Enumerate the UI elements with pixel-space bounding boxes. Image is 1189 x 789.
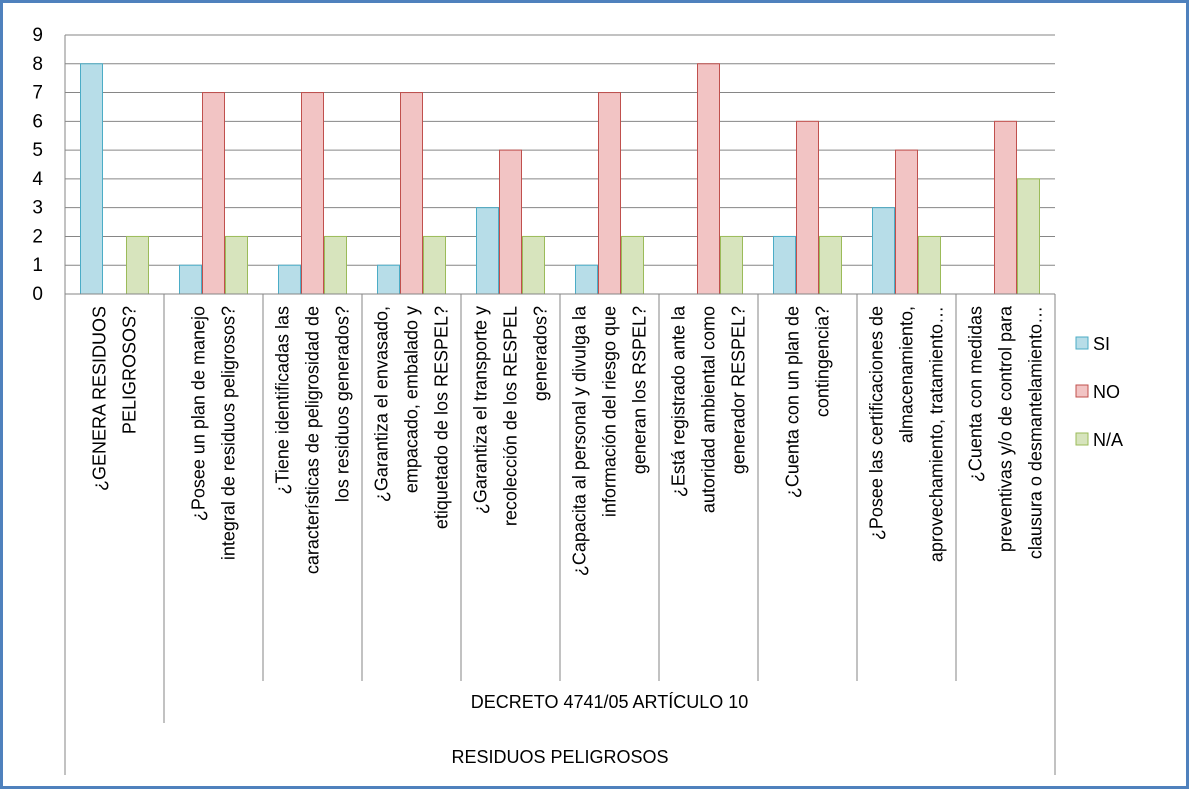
y-tick-label: 8 [32, 54, 43, 75]
category-label-line: autoridad ambiental como [699, 306, 719, 513]
category-label-line: ¿Posee un plan de manejo [189, 306, 209, 521]
x-category-label: ¿Garantiza el envasado, empacado, embalad… [372, 306, 452, 529]
group-label-decreto: DECRETO 4741/05 ARTÍCULO 10 [471, 692, 748, 712]
legend-label-no: NO [1093, 382, 1120, 402]
category-label-line: almacenamiento, [897, 306, 917, 443]
bar-na-3 [423, 235, 446, 295]
bar-si-1 [179, 264, 202, 295]
bar-si-5 [575, 264, 598, 295]
category-label-line: ¿Posee las certificaciones de [867, 306, 887, 540]
y-tick-label: 1 [32, 255, 43, 276]
bar-no-8 [895, 149, 918, 295]
y-tick-label: 2 [32, 226, 43, 247]
bar-na-1 [225, 235, 248, 295]
y-tick-label: 5 [32, 140, 43, 161]
x-category-label: ¿Garantiza el transporte y recolección de… [471, 306, 551, 526]
category-label-line: clausura o desmantelamiento… [1026, 306, 1046, 559]
x-category-label: ¿GENERA RESIDUOS PELIGROSOS? [90, 306, 140, 491]
bar-no-4 [499, 149, 522, 295]
category-label-line: ¿GENERA RESIDUOS [90, 306, 110, 491]
bar-na-9 [1017, 178, 1040, 295]
bar-na-4 [522, 235, 545, 295]
category-label-line: PELIGROSOS? [120, 306, 140, 434]
category-label-line: ¿Garantiza el envasado, [372, 306, 392, 502]
category-label-line: ¿Cuenta con medidas [966, 306, 986, 482]
bar-no-5 [598, 92, 621, 295]
bar-no-3 [400, 92, 423, 295]
y-tick-label: 6 [32, 111, 43, 132]
bar-na-5 [621, 235, 644, 295]
bar-si-2 [278, 264, 301, 295]
y-tick-label: 0 [32, 284, 43, 305]
x-category-label: ¿Cuenta con medidas preventivas y/o de co… [966, 305, 1046, 559]
category-label-line: recolección de los RESPEL [501, 306, 521, 526]
bar-na-6 [720, 235, 743, 295]
category-label-line: características de peligrosidad de [303, 306, 323, 574]
bar-no-6 [697, 63, 720, 295]
category-label-line: contingencia? [813, 306, 833, 417]
bar-no-9 [994, 120, 1017, 295]
legend-swatch-na [1075, 432, 1089, 446]
bar-si-7 [773, 235, 796, 295]
bar-si-0 [80, 63, 103, 295]
bar-na-8 [918, 235, 941, 295]
bar-na-0 [126, 235, 149, 295]
category-label-line: ¿Capacita al personal y divulga la [570, 305, 590, 576]
category-label-line: ¿Está registrado ante la [669, 305, 689, 497]
category-label-line: ¿Tiene identificadas las [273, 306, 293, 494]
category-label-line: generador RESPEL? [729, 306, 749, 474]
x-category-label: ¿Capacita al personal y divulga la inform… [570, 305, 650, 576]
category-label-line: información del riesgo que [600, 306, 620, 517]
y-tick-label: 7 [32, 83, 43, 104]
y-tick-label: 3 [32, 198, 43, 219]
category-label-line: ¿Cuenta con un plan de [783, 306, 803, 498]
category-label-line: aprovechamiento, tratamiento… [927, 306, 947, 562]
bar-na-2 [324, 235, 347, 295]
y-tick-label: 9 [32, 25, 43, 46]
bar-no-7 [796, 120, 819, 295]
legend-label-na: N/A [1093, 430, 1123, 450]
y-tick-label: 4 [32, 169, 43, 190]
bar-si-8 [872, 207, 895, 295]
category-label-line: etiquetado de los RESPEL? [432, 306, 452, 529]
x-category-label: ¿Tiene identificadas las características … [273, 306, 353, 574]
bar-no-1 [202, 92, 225, 295]
legend-label-si: SI [1093, 334, 1110, 354]
group-label-residuos: RESIDUOS PELIGROSOS [451, 747, 668, 767]
x-category-label: ¿Posee un plan de manejo integral de resi… [189, 306, 239, 560]
bar-si-3 [377, 264, 400, 295]
category-label-line: preventivas y/o de control para [996, 305, 1016, 552]
bar-na-7 [819, 235, 842, 295]
category-label-line: los residuos generados? [333, 306, 353, 502]
x-category-label: ¿Posee las certificaciones de almacenamie… [867, 306, 947, 562]
legend-swatch-no [1075, 384, 1089, 398]
category-label-line: ¿Garantiza el transporte y [471, 306, 491, 514]
category-label-line: generados? [531, 306, 551, 401]
bar-si-4 [476, 207, 499, 295]
bar-no-2 [301, 92, 324, 295]
x-category-label: ¿Está registrado ante la autoridad ambien… [669, 305, 749, 513]
category-label-line: empacado, embalado y [402, 306, 422, 493]
category-label-line: generan los RSPEL? [630, 306, 650, 474]
legend-swatch-si [1075, 336, 1089, 350]
category-label-line: integral de residuos peligrosos? [219, 306, 239, 560]
x-category-label: ¿Cuenta con un plan de contingencia? [783, 306, 833, 498]
